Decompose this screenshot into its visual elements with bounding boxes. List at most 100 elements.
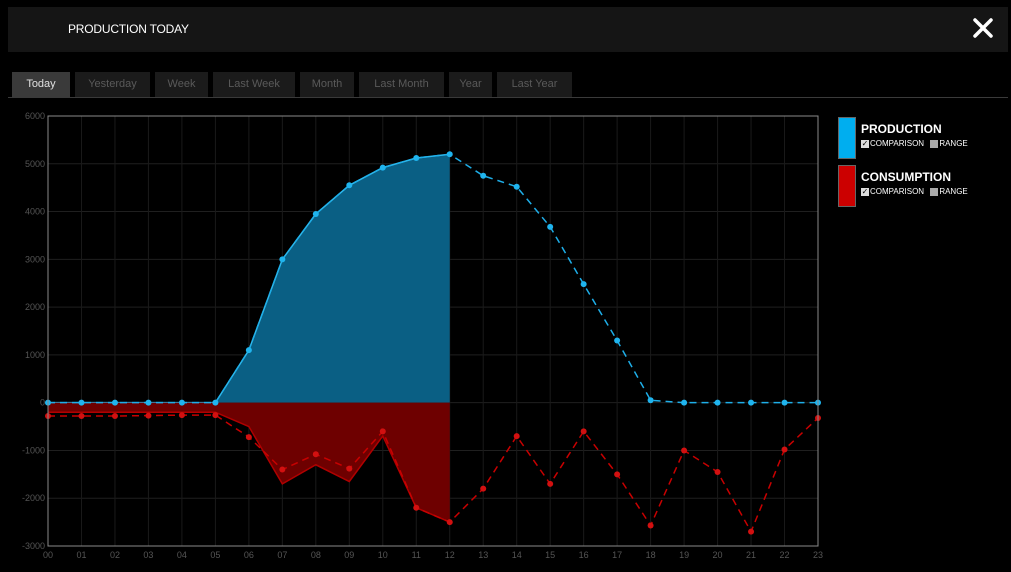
data-point-production: [245, 347, 252, 354]
data-point-production: [580, 281, 587, 288]
tab-year[interactable]: Year: [449, 72, 492, 97]
y-tick-label: 3000: [25, 254, 45, 264]
data-point-production: [714, 399, 721, 406]
data-point-consumption: [580, 428, 587, 435]
tab-bar: Today Yesterday Week Last Week Month Las…: [8, 52, 1008, 97]
area-line-consumption: [48, 411, 451, 523]
data-point-consumption: [413, 504, 420, 511]
data-point-consumption: [379, 428, 386, 435]
y-tick-label: -3000: [22, 541, 45, 551]
data-point-production: [346, 182, 353, 189]
data-point-production: [513, 183, 520, 190]
data-point-consumption: [547, 480, 554, 487]
x-tick-label: 10: [378, 550, 388, 560]
area-production: [48, 154, 450, 403]
range-checkbox-production[interactable]: ✓: [930, 139, 939, 148]
x-tick-label: 12: [445, 550, 455, 560]
y-tick-label: 0: [40, 398, 45, 408]
x-tick-label: 19: [679, 550, 689, 560]
data-point-production: [614, 337, 621, 344]
x-tick-label: 09: [344, 550, 354, 560]
y-tick-label: -2000: [22, 493, 45, 503]
tab-last-year[interactable]: Last Year: [497, 72, 572, 97]
comparison-checkbox-consumption[interactable]: ✓: [861, 186, 869, 196]
range-label: RANGE: [939, 139, 968, 149]
data-point-production: [647, 397, 654, 404]
data-point-consumption: [78, 413, 85, 420]
y-tick-label: 1000: [25, 350, 45, 360]
data-point-production: [781, 399, 788, 406]
tab-last-month[interactable]: Last Month: [359, 72, 444, 97]
y-tick-label: -1000: [22, 445, 45, 455]
close-icon: [973, 18, 993, 38]
data-point-consumption: [614, 471, 621, 478]
close-button[interactable]: [966, 11, 1000, 45]
plot-frame: [47, 115, 819, 547]
x-tick-label: 15: [545, 550, 555, 560]
legend-swatch-production[interactable]: [838, 117, 856, 159]
data-point-consumption: [279, 466, 286, 473]
x-tick-label: 08: [311, 550, 321, 560]
legend: PRODUCTION ✓COMPARISON ✓RANGE CONSUMPTIO…: [838, 117, 998, 213]
data-point-consumption: [245, 434, 252, 441]
data-point-consumption: [312, 451, 319, 458]
data-point-production: [312, 210, 319, 217]
data-point-consumption: [748, 528, 755, 535]
tab-today[interactable]: Today: [12, 72, 70, 97]
data-point-consumption: [781, 446, 788, 453]
x-tick-label: 06: [244, 550, 254, 560]
tab-yesterday[interactable]: Yesterday: [75, 72, 150, 97]
legend-options-consumption: ✓COMPARISON ✓RANGE: [861, 187, 972, 196]
data-point-production: [212, 399, 219, 406]
x-tick-label: 13: [478, 550, 488, 560]
data-point-consumption: [346, 465, 353, 472]
data-point-production: [446, 151, 453, 158]
data-point-consumption: [480, 485, 487, 492]
x-tick-label: 20: [713, 550, 723, 560]
x-tick-label: 21: [746, 550, 756, 560]
range-checkbox-consumption[interactable]: ✓: [930, 187, 939, 196]
page-title: PRODUCTION TODAY: [68, 22, 189, 36]
data-point-consumption: [513, 433, 520, 440]
data-point-consumption: [446, 519, 453, 526]
range-label: RANGE: [939, 187, 968, 197]
x-tick-label: 01: [76, 550, 86, 560]
x-tick-label: 17: [612, 550, 622, 560]
y-tick-label: 5000: [25, 159, 45, 169]
tab-divider: [8, 97, 1008, 98]
x-tick-label: 05: [210, 550, 220, 560]
x-tick-label: 02: [110, 550, 120, 560]
data-point-consumption: [681, 447, 688, 454]
data-point-production: [413, 155, 420, 162]
comparison-label: COMPARISON: [870, 187, 925, 197]
data-point-production: [379, 164, 386, 171]
x-tick-label: 16: [579, 550, 589, 560]
data-point-production: [111, 399, 118, 406]
legend-label-production: PRODUCTION: [861, 122, 942, 136]
data-point-consumption: [647, 522, 654, 529]
x-tick-label: 00: [43, 550, 53, 560]
x-tick-label: 03: [143, 550, 153, 560]
tab-month[interactable]: Month: [300, 72, 354, 97]
comparison-line-production: [48, 153, 818, 404]
data-point-production: [178, 399, 185, 406]
comparison-checkbox-production[interactable]: ✓: [861, 138, 869, 148]
x-tick-label: 04: [177, 550, 187, 560]
data-point-consumption: [212, 412, 219, 419]
x-tick-label: 07: [277, 550, 287, 560]
data-point-consumption: [714, 468, 721, 475]
legend-label-consumption: CONSUMPTION: [861, 170, 951, 184]
x-tick-label: 14: [512, 550, 522, 560]
legend-options-production: ✓COMPARISON ✓RANGE: [861, 139, 972, 148]
tab-week[interactable]: Week: [155, 72, 208, 97]
comparison-label: COMPARISON: [870, 139, 925, 149]
legend-swatch-consumption[interactable]: [838, 165, 856, 207]
data-point-production: [279, 256, 286, 263]
data-point-production: [681, 399, 688, 406]
data-point-consumption: [111, 413, 118, 420]
data-point-production: [748, 399, 755, 406]
x-tick-label: 18: [646, 550, 656, 560]
y-tick-label: 2000: [25, 302, 45, 312]
tab-last-week[interactable]: Last Week: [213, 72, 295, 97]
